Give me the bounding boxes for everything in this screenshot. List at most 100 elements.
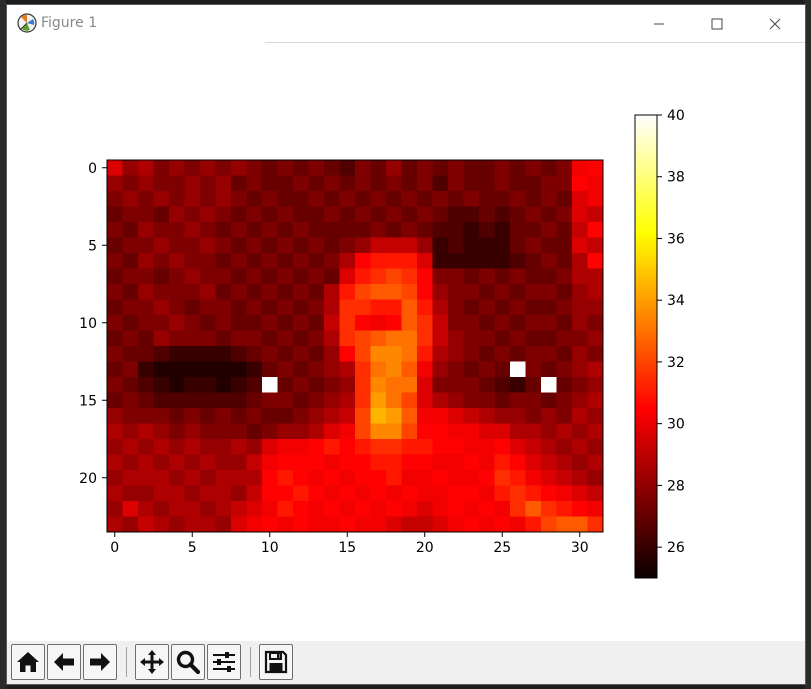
- figure-canvas[interactable]: 0 5 10 15 20 25 30 0 5 10 15 20 26 28 30 32 34 36 38 40: [7, 43, 806, 641]
- colorbar: [634, 114, 658, 579]
- heatmap-cell: [401, 299, 418, 316]
- heatmap-cell: [463, 516, 480, 533]
- heatmap-cell: [386, 501, 402, 517]
- heatmap-cell: [324, 222, 340, 238]
- heatmap-cell: [355, 175, 371, 192]
- heatmap-cell: [293, 392, 309, 409]
- heatmap-cell: [262, 284, 278, 300]
- configure-subplots-button[interactable]: [207, 644, 241, 680]
- heatmap-cell: [463, 206, 480, 223]
- heatmap-cell: [215, 485, 232, 502]
- heatmap-cell: [215, 268, 232, 285]
- heatmap-cell: [432, 470, 449, 486]
- heatmap-cell: [417, 284, 433, 300]
- heatmap-cell: [463, 501, 480, 517]
- heatmap-cell: [277, 439, 294, 455]
- heatmap-cell: [510, 237, 526, 254]
- heatmap-cell: [122, 485, 139, 502]
- heatmap-cell: [107, 454, 123, 471]
- heatmap-cell: [231, 470, 247, 486]
- heatmap-cell: [494, 284, 511, 300]
- close-button[interactable]: [752, 5, 798, 43]
- y-tick-label: 15: [79, 393, 97, 409]
- save-button[interactable]: [259, 644, 293, 680]
- heatmap-cell: [479, 501, 495, 517]
- minimize-button[interactable]: [636, 5, 682, 43]
- heatmap-cell: [525, 361, 542, 378]
- x-tick-label: 0: [110, 540, 119, 556]
- heatmap-cell: [386, 439, 402, 455]
- pan-button[interactable]: [135, 644, 169, 680]
- heatmap-cell: [262, 408, 278, 424]
- heatmap-cell: [556, 346, 573, 362]
- heatmap-cell: [448, 191, 464, 207]
- heatmap-cell: [572, 284, 588, 300]
- heatmap-cell: [401, 284, 418, 300]
- heatmap-cell: [339, 346, 356, 362]
- heatmap-cell: [122, 423, 139, 440]
- heatmap-cell: [215, 175, 232, 192]
- x-tick-label: 5: [188, 540, 197, 556]
- heatmap-cell: [184, 299, 201, 316]
- heatmap-cell: [339, 253, 356, 269]
- heatmap-cell: [587, 346, 604, 362]
- heatmap-cell: [587, 377, 604, 393]
- heatmap-cell: [417, 299, 433, 316]
- heatmap-cell: [138, 160, 154, 176]
- heatmap-cell: [324, 284, 340, 300]
- heatmap-cell: [432, 423, 449, 440]
- heatmap-cell: [215, 439, 232, 455]
- heatmap-cell: [122, 237, 139, 254]
- back-button[interactable]: [47, 644, 81, 680]
- heatmap-cell: [556, 206, 573, 223]
- move-icon: [140, 650, 164, 674]
- heatmap-cell: [386, 516, 402, 533]
- heatmap-cell: [184, 392, 201, 409]
- zoom-button[interactable]: [171, 644, 205, 680]
- heatmap-cell: [246, 160, 263, 176]
- heatmap-cell: [153, 516, 170, 533]
- heatmap-cell: [417, 253, 433, 269]
- heatmap-cell: [479, 191, 495, 207]
- heatmap-chart[interactable]: 0 5 10 15 20 25 30 0 5 10 15 20 26 28 30 32 34 36 38 40: [7, 43, 806, 641]
- heatmap-cell: [417, 237, 433, 254]
- heatmap-cell: [215, 377, 232, 393]
- heatmap-cell: [339, 485, 356, 502]
- heatmap-cell: [231, 315, 247, 331]
- heatmap-cell: [541, 175, 557, 192]
- heatmap-cell: [510, 222, 526, 238]
- heatmap-cell: [122, 191, 139, 207]
- heatmap-cell: [308, 485, 325, 502]
- heatmap-cell: [572, 160, 588, 176]
- heatmap-cell: [324, 299, 340, 316]
- forward-button[interactable]: [83, 644, 117, 680]
- heatmap-cell: [494, 237, 511, 254]
- heatmap-cell: [339, 361, 356, 378]
- heatmap-cell: [184, 237, 201, 254]
- heatmap-cell: [308, 361, 325, 378]
- heatmap-cell: [231, 392, 247, 409]
- heatmap-cell: [107, 423, 123, 440]
- heatmap-cell: [153, 160, 170, 176]
- heatmap-cell: [556, 160, 573, 176]
- heatmap-cell: [448, 454, 464, 471]
- title-bar[interactable]: Figure 1: [7, 5, 805, 43]
- heatmap-cell: [277, 237, 294, 254]
- heatmap-cell: [308, 470, 325, 486]
- heatmap-cell: [293, 346, 309, 362]
- heatmap-cell: [370, 299, 387, 316]
- heatmap-cell: [510, 423, 526, 440]
- heatmap-cell: [231, 454, 247, 471]
- heatmap-cell: [231, 408, 247, 424]
- heatmap-cell: [138, 408, 154, 424]
- heatmap-cell: [138, 206, 154, 223]
- heatmap-cell: [587, 501, 604, 517]
- heatmap-cell: [355, 470, 371, 486]
- heatmap-cell: [525, 191, 542, 207]
- maximize-button[interactable]: [694, 5, 740, 43]
- home-button[interactable]: [11, 644, 45, 680]
- heatmap-cell: [572, 330, 588, 347]
- heatmap-cell: [541, 237, 557, 254]
- heatmap-cell: [107, 268, 123, 285]
- heatmap-cell: [432, 516, 449, 533]
